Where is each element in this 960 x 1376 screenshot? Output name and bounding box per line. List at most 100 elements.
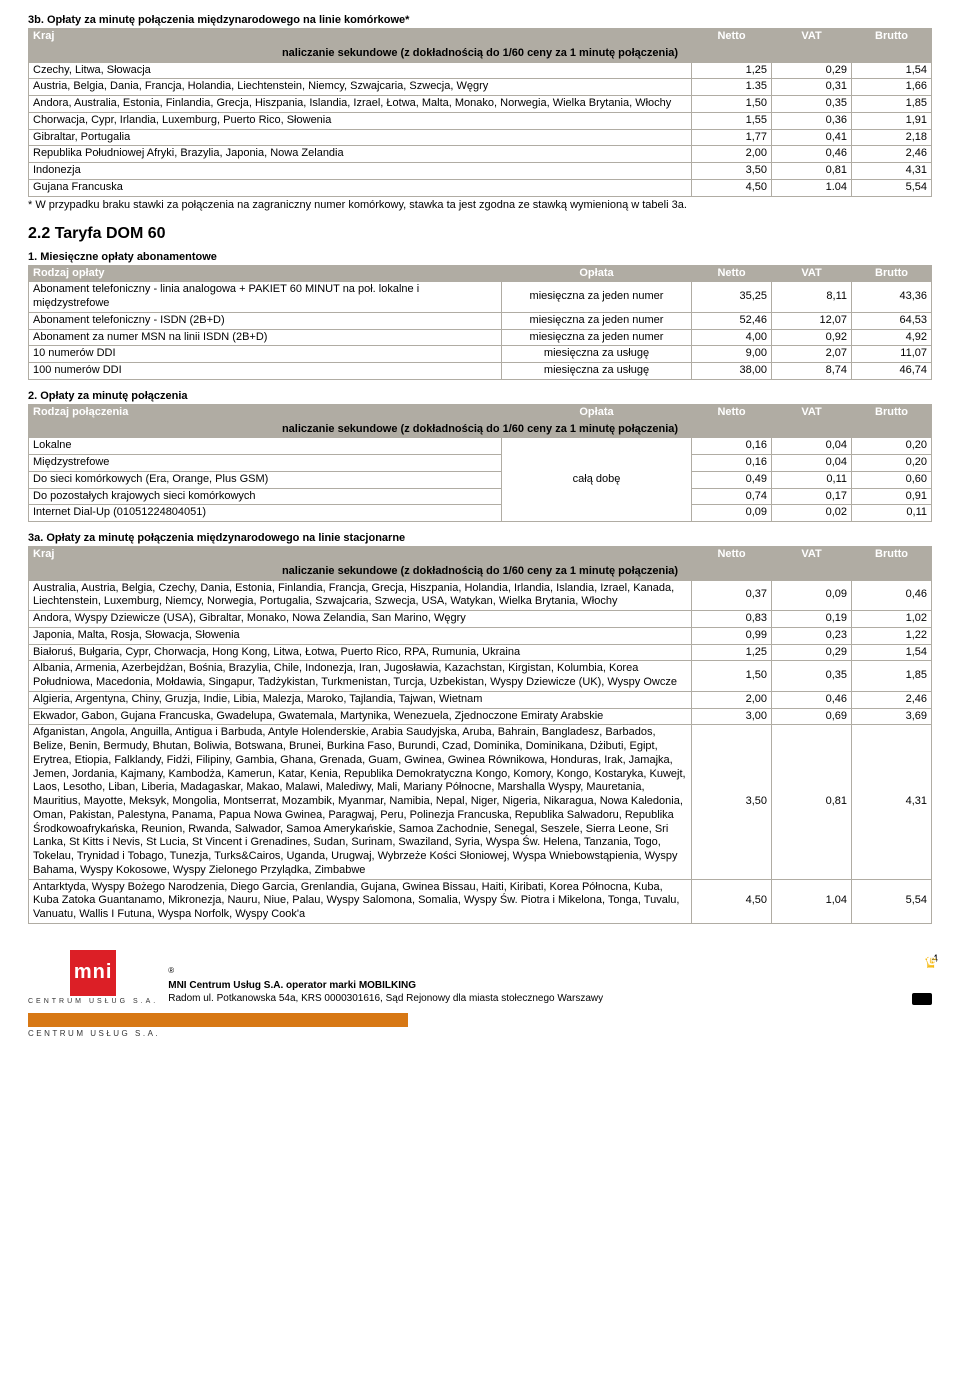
table-cell: 0,11 xyxy=(772,471,852,488)
table-cell: 1,22 xyxy=(852,627,932,644)
table-cell: 4,31 xyxy=(852,163,932,180)
centrum-sub: CENTRUM USŁUG S.A. xyxy=(28,1029,932,1038)
table-cell: 0,99 xyxy=(692,627,772,644)
table-cell: 46,74 xyxy=(852,363,932,380)
table-cell: Indonezja xyxy=(29,163,692,180)
table-cell: 2,46 xyxy=(852,691,932,708)
table-cell: 2,46 xyxy=(852,146,932,163)
table-cell: Andora, Wyspy Dziewicze (USA), Gibraltar… xyxy=(29,611,692,628)
table-cell: 1.04 xyxy=(772,179,852,196)
table-cell: 35,25 xyxy=(692,282,772,313)
table-cell: 2,00 xyxy=(692,146,772,163)
table-cell: miesięczna za jeden numer xyxy=(502,329,692,346)
table-cell: 2,07 xyxy=(772,346,852,363)
table-cell: Andora, Australia, Estonia, Finlandia, G… xyxy=(29,96,692,113)
col-vat: VAT xyxy=(772,29,852,46)
table-cell: Abonament telefoniczny - linia analogowa… xyxy=(29,282,502,313)
table-cell: 0,04 xyxy=(772,455,852,472)
table-cell: Gujana Francuska xyxy=(29,179,692,196)
table-cell: miesięczna za jeden numer xyxy=(502,312,692,329)
table-cell: 0,35 xyxy=(772,96,852,113)
table-cell: Chorwacja, Cypr, Irlandia, Luxemburg, Pu… xyxy=(29,112,692,129)
table-cell: Albania, Armenia, Azerbejdżan, Bośnia, B… xyxy=(29,661,692,692)
table-cell: 0,81 xyxy=(772,163,852,180)
mni-logo: mni CENTRUM USŁUG S.A. xyxy=(28,950,158,1005)
table-cell: 0,81 xyxy=(772,725,852,879)
table-cell: Republika Południowej Afryki, Brazylia, … xyxy=(29,146,692,163)
table-cell: 1,02 xyxy=(852,611,932,628)
table-cell: Austria, Belgia, Dania, Francja, Holandi… xyxy=(29,79,692,96)
table-cell: 0,60 xyxy=(852,471,932,488)
table-cell: 0,37 xyxy=(692,580,772,611)
col-oplata: Opłata xyxy=(502,404,692,421)
table-cell: 1.35 xyxy=(692,79,772,96)
table-3b: Kraj Netto VAT Brutto naliczanie sekundo… xyxy=(28,28,932,197)
footer-line2: Radom ul. Potkanowska 54a, KRS 000030161… xyxy=(168,993,603,1004)
table-cell: 0,49 xyxy=(692,471,772,488)
table-cell: 0,29 xyxy=(772,62,852,79)
table-cell: 4,31 xyxy=(852,725,932,879)
table-cell: Japonia, Malta, Rosja, Słowacja, Słoweni… xyxy=(29,627,692,644)
table-cell: miesięczna za usługę xyxy=(502,363,692,380)
table-cell: 0,02 xyxy=(772,505,852,522)
table-cell: Czechy, Litwa, Słowacja xyxy=(29,62,692,79)
table-cell: 4,50 xyxy=(692,879,772,923)
table-cell: 11,07 xyxy=(852,346,932,363)
col-netto: Netto xyxy=(692,29,772,46)
table-cell: Białoruś, Bułgaria, Cypr, Chorwacja, Hon… xyxy=(29,644,692,661)
table-cell: 0,41 xyxy=(772,129,852,146)
table-cell: 0,46 xyxy=(772,146,852,163)
table-cell: 0,74 xyxy=(692,488,772,505)
note-3b: * W przypadku braku stawki za połączenia… xyxy=(28,199,932,211)
table-cell: Do sieci komórkowych (Era, Orange, Plus … xyxy=(29,471,502,488)
table-cell: 0,83 xyxy=(692,611,772,628)
col-vat: VAT xyxy=(772,265,852,282)
table-cell: 1,04 xyxy=(772,879,852,923)
table-cell: 1,50 xyxy=(692,96,772,113)
table-cell: Antarktyda, Wyspy Bożego Narodzenia, Die… xyxy=(29,879,692,923)
section-2-title: 2. Opłaty za minutę połączenia xyxy=(28,390,932,402)
col-kraj: Kraj xyxy=(29,547,692,564)
table-cell: 3,50 xyxy=(692,163,772,180)
col-rodzaj: Rodzaj opłaty xyxy=(29,265,502,282)
table-cell: 0,46 xyxy=(772,691,852,708)
table-cell: 0,69 xyxy=(772,708,852,725)
table-cell: 0,20 xyxy=(852,455,932,472)
reg-mark: ® xyxy=(168,966,174,975)
table-cell: Lokalne xyxy=(29,438,502,455)
table-cell: Gibraltar, Portugalia xyxy=(29,129,692,146)
section-3b-title: 3b. Opłaty za minutę połączenia międzyna… xyxy=(28,14,932,26)
subhead-3a: naliczanie sekundowe (z dokładnością do … xyxy=(29,563,932,580)
table-1: Rodzaj opłaty Opłata Netto VAT Brutto Ab… xyxy=(28,265,932,380)
col-netto: Netto xyxy=(692,404,772,421)
col-kraj: Kraj xyxy=(29,29,692,46)
table-cell: 0,17 xyxy=(772,488,852,505)
table-3a: Kraj Netto VAT Brutto naliczanie sekundo… xyxy=(28,546,932,924)
subhead-3b: naliczanie sekundowe (z dokładnością do … xyxy=(29,45,932,62)
table-cell: 3,69 xyxy=(852,708,932,725)
table-cell: miesięczna za usługę xyxy=(502,346,692,363)
table-cell: 0,29 xyxy=(772,644,852,661)
table-cell: 4,92 xyxy=(852,329,932,346)
col-vat: VAT xyxy=(772,404,852,421)
table-cell: 4,50 xyxy=(692,179,772,196)
table-cell: 1,77 xyxy=(692,129,772,146)
table-cell: 4,00 xyxy=(692,329,772,346)
table-cell: 3,50 xyxy=(692,725,772,879)
col-brutto: Brutto xyxy=(852,404,932,421)
table-cell: 2,00 xyxy=(692,691,772,708)
table-2: Rodzaj połączenia Opłata Netto VAT Brutt… xyxy=(28,404,932,522)
table-cell: 0,91 xyxy=(852,488,932,505)
col-brutto: Brutto xyxy=(852,547,932,564)
section-1-title: 1. Miesięczne opłaty abonamentowe xyxy=(28,251,932,263)
col-brutto: Brutto xyxy=(852,265,932,282)
table-cell: Algieria, Argentyna, Chiny, Gruzja, Indi… xyxy=(29,691,692,708)
table-cell: 52,46 xyxy=(692,312,772,329)
table-cell: 8,74 xyxy=(772,363,852,380)
mni-sub: CENTRUM USŁUG S.A. xyxy=(28,998,158,1005)
table-cell: 0,36 xyxy=(772,112,852,129)
col-vat: VAT xyxy=(772,547,852,564)
footer: mni CENTRUM USŁUG S.A. ® MNI Centrum Usł… xyxy=(28,950,932,1005)
tariff-title: 2.2 Taryfa DOM 60 xyxy=(28,225,932,243)
table-cell: 0,20 xyxy=(852,438,932,455)
